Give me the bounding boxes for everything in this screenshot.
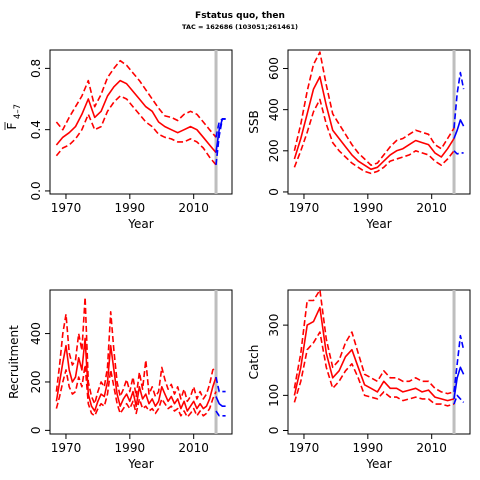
history-median-line — [293, 306, 455, 402]
x-tick-label: 1970 — [51, 441, 82, 455]
history-upper-line — [293, 51, 455, 166]
y-tick-label: 0.4 — [29, 120, 43, 139]
y-tick-label: 400 — [29, 322, 43, 345]
y-axis-label: Catch — [247, 345, 261, 380]
history-lower-line — [55, 364, 217, 418]
x-axis-label: Year — [127, 457, 153, 471]
figure-subtitle: TAC = 162686 (103051;261461) — [182, 23, 298, 31]
y-tick-label: 0 — [267, 188, 281, 196]
panel-catch: Year Catch 1970 1990 2010 0 100 300 — [247, 289, 471, 471]
y-tick-label: 0.8 — [29, 59, 43, 78]
forecast-median-line — [453, 366, 465, 400]
forecast-median-line — [215, 396, 226, 408]
history-median-line — [55, 79, 217, 154]
x-tick-label: 1990 — [353, 441, 384, 455]
history-median-line — [55, 337, 217, 412]
x-tick-label: 1970 — [289, 441, 320, 455]
forecast-median-line — [453, 119, 465, 139]
x-tick-label: 2010 — [416, 201, 447, 215]
plot-frame — [49, 49, 233, 195]
y-tick-label: 0 — [267, 427, 281, 435]
y-tick-label: 600 — [267, 57, 281, 80]
history-upper-line — [55, 296, 217, 405]
y-tick-label: 200 — [29, 371, 43, 394]
x-tick-label: 1990 — [115, 201, 146, 215]
forecast-upper-line — [215, 376, 226, 393]
panel-fbar: Year F 4–7 1970 1990 2010 0.0 0.4 0.8 — [4, 49, 233, 231]
y-axis-label: SSB — [247, 110, 261, 133]
history-upper-line — [293, 289, 455, 395]
x-tick-label: 1970 — [289, 201, 320, 215]
y-tick-label: 200 — [267, 139, 281, 162]
y-tick-label: 300 — [267, 314, 281, 337]
x-tick-label: 1990 — [115, 441, 146, 455]
y-axis-label: F 4–7 — [4, 104, 23, 130]
y-axis-label-subscript: 4–7 — [13, 104, 23, 119]
plot-frame — [287, 289, 471, 435]
x-axis-label: Year — [365, 217, 391, 231]
history-median-line — [293, 75, 455, 171]
forecast-median-line — [215, 118, 226, 153]
forecast-lower-line — [453, 394, 465, 405]
forecast-upper-line — [453, 334, 465, 392]
plot-frame — [49, 289, 233, 435]
x-tick-label: 2010 — [178, 201, 209, 215]
panel-ssb: Year SSB 1970 1990 2010 0 200 400 600 — [247, 49, 471, 231]
y-tick-label: 400 — [267, 98, 281, 121]
history-lower-line — [293, 98, 455, 175]
x-axis-label: Year — [127, 217, 153, 231]
y-tick-label: 0.0 — [29, 181, 43, 200]
x-tick-label: 2010 — [416, 441, 447, 455]
history-lower-line — [293, 331, 455, 407]
x-tick-label: 1990 — [353, 201, 384, 215]
plot-frame — [287, 49, 471, 195]
panel-recruitment: Year Recruitment 1970 1990 2010 0 200 400 — [7, 289, 233, 471]
forecast-lower-line — [453, 150, 464, 155]
forecast-lower-line — [215, 410, 226, 417]
x-tick-label: 1970 — [51, 201, 82, 215]
x-axis-label: Year — [365, 457, 391, 471]
y-axis-label-base: F — [5, 122, 19, 129]
y-tick-label: 0 — [29, 427, 43, 435]
x-tick-label: 2010 — [178, 441, 209, 455]
forecast-upper-line — [453, 71, 465, 129]
y-axis-label: Recruitment — [7, 325, 21, 399]
history-lower-line — [55, 95, 217, 166]
y-tick-label: 100 — [267, 384, 281, 407]
history-upper-line — [55, 59, 217, 138]
figure-title: Fstatus quo, then — [195, 11, 285, 21]
